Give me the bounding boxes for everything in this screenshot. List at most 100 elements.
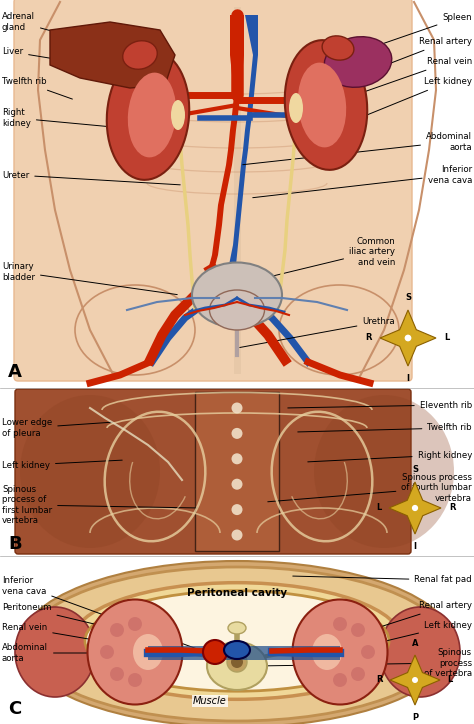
Text: Eleventh rib: Eleventh rib bbox=[288, 400, 472, 410]
Ellipse shape bbox=[27, 567, 447, 721]
Circle shape bbox=[361, 645, 375, 659]
Ellipse shape bbox=[289, 93, 303, 123]
Text: Spinous process
of fourth lumbar
vertebra: Spinous process of fourth lumbar vertebr… bbox=[268, 473, 472, 503]
FancyBboxPatch shape bbox=[195, 392, 279, 551]
Text: Urethra: Urethra bbox=[240, 318, 395, 348]
Text: P: P bbox=[412, 712, 418, 722]
Polygon shape bbox=[389, 482, 441, 534]
Text: Right kidney: Right kidney bbox=[308, 450, 472, 462]
Circle shape bbox=[231, 529, 243, 541]
Circle shape bbox=[128, 673, 142, 687]
Text: R: R bbox=[376, 675, 383, 684]
Circle shape bbox=[405, 334, 411, 341]
FancyBboxPatch shape bbox=[15, 389, 411, 554]
Ellipse shape bbox=[88, 599, 182, 704]
Circle shape bbox=[412, 505, 418, 511]
Ellipse shape bbox=[72, 583, 402, 699]
Ellipse shape bbox=[123, 41, 157, 70]
Text: Twelfth rib: Twelfth rib bbox=[298, 424, 472, 432]
Polygon shape bbox=[204, 15, 244, 285]
Text: Spleen: Spleen bbox=[353, 14, 472, 54]
Text: Ureter: Ureter bbox=[2, 170, 180, 185]
Circle shape bbox=[333, 617, 347, 631]
Text: Abdominal
aorta: Abdominal aorta bbox=[243, 132, 472, 164]
Ellipse shape bbox=[85, 591, 389, 691]
Text: A: A bbox=[412, 639, 418, 647]
Ellipse shape bbox=[298, 62, 346, 148]
Ellipse shape bbox=[285, 40, 367, 170]
Text: Liver: Liver bbox=[2, 48, 107, 67]
Text: L: L bbox=[445, 334, 450, 342]
Ellipse shape bbox=[207, 642, 267, 690]
Ellipse shape bbox=[292, 599, 388, 704]
Circle shape bbox=[351, 623, 365, 637]
Circle shape bbox=[138, 645, 152, 659]
Circle shape bbox=[203, 640, 227, 664]
Text: Renal vein: Renal vein bbox=[2, 623, 167, 652]
Text: I: I bbox=[413, 542, 417, 551]
Text: Lower edge
of pleura: Lower edge of pleura bbox=[2, 418, 112, 438]
Circle shape bbox=[351, 667, 365, 681]
Ellipse shape bbox=[322, 36, 354, 60]
Text: C: C bbox=[8, 700, 21, 718]
Text: S: S bbox=[412, 466, 418, 474]
Text: A: A bbox=[8, 363, 22, 381]
Text: S: S bbox=[405, 292, 411, 302]
Ellipse shape bbox=[380, 607, 460, 697]
Ellipse shape bbox=[314, 395, 454, 548]
Ellipse shape bbox=[224, 641, 250, 659]
Ellipse shape bbox=[312, 634, 342, 670]
Text: Urinary
bladder: Urinary bladder bbox=[2, 262, 177, 295]
Circle shape bbox=[110, 623, 124, 637]
Text: Peritoneum: Peritoneum bbox=[2, 604, 167, 641]
Circle shape bbox=[412, 677, 418, 683]
Text: I: I bbox=[407, 374, 410, 384]
Circle shape bbox=[231, 403, 243, 413]
Text: Renal artery: Renal artery bbox=[298, 38, 472, 99]
Text: Common
iliac artery
and vein: Common iliac artery and vein bbox=[251, 237, 395, 282]
Circle shape bbox=[333, 673, 347, 687]
Polygon shape bbox=[225, 15, 258, 285]
Ellipse shape bbox=[15, 607, 95, 697]
Text: Renal fat pad: Renal fat pad bbox=[293, 576, 472, 584]
Text: R: R bbox=[365, 334, 372, 342]
Text: Inferior
vena cava: Inferior vena cava bbox=[2, 576, 197, 649]
Text: Right
kidney: Right kidney bbox=[2, 109, 142, 130]
Ellipse shape bbox=[20, 395, 160, 548]
Text: Renal vein: Renal vein bbox=[301, 57, 472, 114]
Polygon shape bbox=[50, 22, 175, 88]
Polygon shape bbox=[390, 655, 440, 705]
Text: Renal artery: Renal artery bbox=[310, 602, 472, 649]
Polygon shape bbox=[380, 310, 436, 366]
Ellipse shape bbox=[133, 634, 163, 670]
Text: Inferior
vena cava: Inferior vena cava bbox=[253, 165, 472, 198]
Circle shape bbox=[231, 453, 243, 464]
Circle shape bbox=[231, 504, 243, 515]
Text: Spinous
process of
first lumbar
vertebra: Spinous process of first lumbar vertebra bbox=[2, 485, 197, 525]
Text: L: L bbox=[376, 503, 381, 513]
Polygon shape bbox=[148, 646, 340, 660]
Circle shape bbox=[227, 652, 247, 672]
Text: Peritoneal cavity: Peritoneal cavity bbox=[187, 588, 287, 598]
Text: Muscle: Muscle bbox=[193, 696, 227, 706]
Ellipse shape bbox=[128, 72, 176, 157]
Circle shape bbox=[231, 656, 243, 668]
Circle shape bbox=[231, 479, 243, 489]
Text: Spinous
process
of vertebra: Spinous process of vertebra bbox=[258, 648, 472, 678]
Ellipse shape bbox=[228, 622, 246, 634]
Text: Abdominal
aorta: Abdominal aorta bbox=[2, 644, 212, 662]
Text: Adrenal
gland: Adrenal gland bbox=[2, 12, 137, 54]
Text: Left kidney: Left kidney bbox=[343, 621, 472, 652]
FancyBboxPatch shape bbox=[14, 0, 412, 381]
Circle shape bbox=[128, 617, 142, 631]
Ellipse shape bbox=[171, 100, 185, 130]
Ellipse shape bbox=[20, 561, 454, 724]
Circle shape bbox=[323, 645, 337, 659]
Ellipse shape bbox=[107, 50, 189, 180]
Text: Left kidney: Left kidney bbox=[2, 460, 122, 469]
Text: L: L bbox=[447, 675, 453, 684]
Text: Left kidney: Left kidney bbox=[333, 77, 472, 129]
Ellipse shape bbox=[210, 290, 264, 330]
Text: B: B bbox=[8, 535, 22, 553]
Ellipse shape bbox=[192, 263, 282, 327]
